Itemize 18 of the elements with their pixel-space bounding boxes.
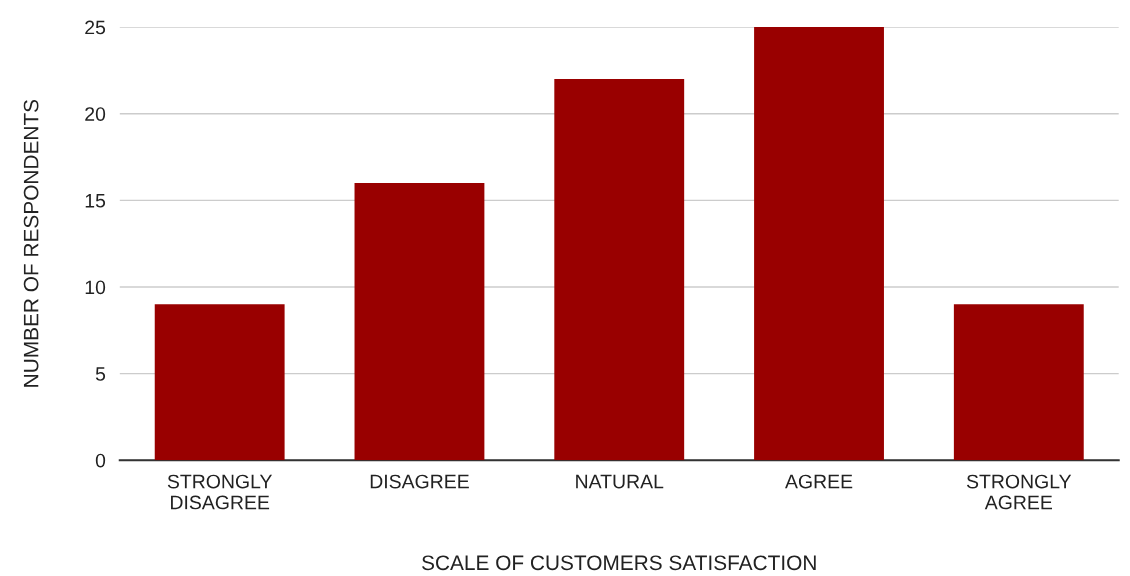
x-tick-label: NATURAL	[576, 474, 664, 489]
y-tick-label: 5	[95, 367, 106, 381]
y-tick-label: 25	[85, 20, 106, 35]
y-tick-label: 0	[95, 453, 106, 468]
y-tick-label: 10	[85, 280, 106, 295]
x-tick-label: STRONGLY AGREE	[966, 474, 1072, 510]
bar	[754, 27, 884, 461]
y-tick-label: 15	[85, 194, 106, 208]
x-tick-label: AGREE	[785, 474, 853, 489]
y-tick-label: 20	[85, 107, 106, 121]
bar	[554, 79, 685, 461]
bar	[354, 183, 485, 461]
x-tick-label: DISAGREE	[370, 474, 469, 489]
y-axis-title: NUMBER OF RESPONDENTS	[23, 99, 39, 387]
x-tick-label: STRONGLY DISAGREE	[167, 474, 273, 510]
x-axis-title: SCALE OF CUSTOMERS SATISFACTION	[422, 555, 816, 571]
bar	[154, 304, 285, 461]
bar	[953, 304, 1084, 461]
